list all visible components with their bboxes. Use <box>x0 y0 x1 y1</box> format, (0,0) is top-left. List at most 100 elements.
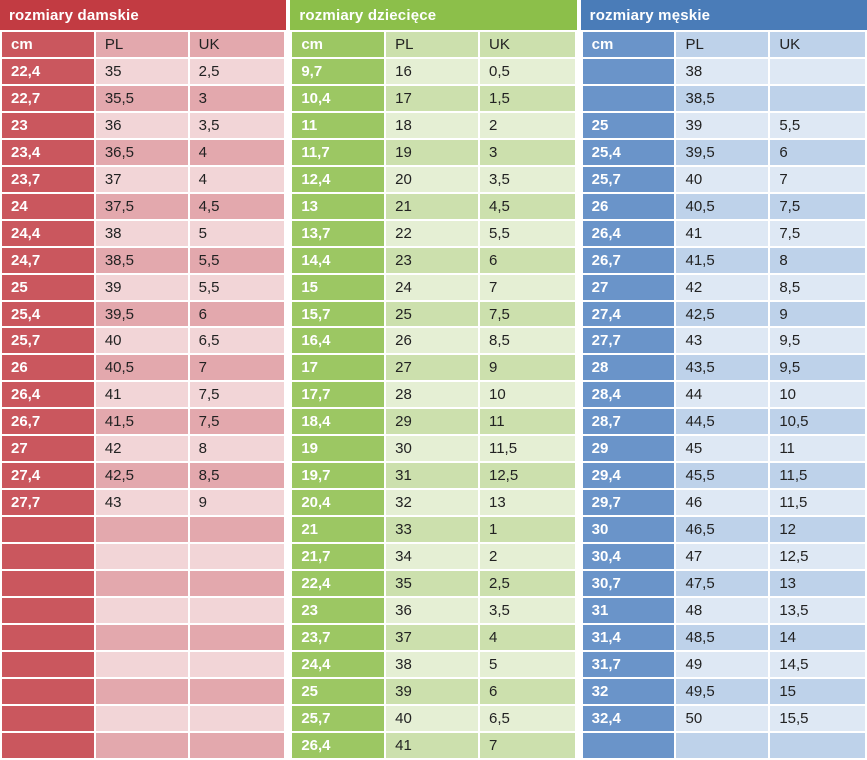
table-row: 26,4 41 7 <box>290 730 577 760</box>
uk-value: 14,5 <box>768 649 867 679</box>
table-row: 30 46,5 12 <box>580 515 867 545</box>
cm-value: 27,7 <box>0 488 96 518</box>
pl-value: 31 <box>384 461 480 491</box>
pl-value: 48 <box>674 596 771 625</box>
pl-value: 16 <box>384 56 480 86</box>
cm-value: 25,7 <box>290 703 387 733</box>
pl-value: 47,5 <box>674 569 771 599</box>
table-row: 25 39 6 <box>290 676 577 706</box>
table-row: 26 40,5 7,5 <box>580 191 867 221</box>
pl-value: 21 <box>384 191 480 221</box>
uk-value: 9 <box>768 299 867 329</box>
table-row: 26,4 41 7,5 <box>0 380 287 410</box>
cm-value <box>0 730 96 760</box>
cm-value: 11 <box>290 110 387 140</box>
table-row: 30,7 47,5 13 <box>580 569 867 599</box>
table-row: 17,7 28 10 <box>290 380 577 410</box>
cm-value: 24 <box>0 191 96 221</box>
size-table-meskie: cm PL UK 38 38,5 25 39 5,5 25,4 39,5 6 25,7 40 7 26 40,… <box>580 30 867 760</box>
cm-value: 25,7 <box>0 326 96 356</box>
table-row: 25,7 40 6,5 <box>0 326 287 356</box>
table-row <box>0 676 287 706</box>
pl-value: 39,5 <box>93 299 190 329</box>
cm-value: 25,4 <box>580 137 677 167</box>
uk-value <box>187 676 287 706</box>
table-row: 25,4 39,5 6 <box>580 137 867 167</box>
cm-value: 23,4 <box>0 137 96 167</box>
table-row: 28,7 44,5 10,5 <box>580 407 867 437</box>
uk-value: 3,5 <box>477 164 577 194</box>
uk-value: 9,5 <box>768 326 867 356</box>
uk-value: 13,5 <box>768 596 867 625</box>
table-row: 27,4 42,5 8,5 <box>0 461 287 491</box>
pl-value: 35 <box>93 56 190 86</box>
pl-value: 43 <box>674 326 771 356</box>
pl-value: 22 <box>384 218 480 248</box>
cm-value: 26,4 <box>580 218 677 248</box>
uk-value: 9,5 <box>768 353 867 383</box>
table-row: 20,4 32 13 <box>290 488 577 518</box>
pl-value: 41,5 <box>674 245 771 275</box>
uk-value: 5 <box>187 218 287 248</box>
pl-value: 40,5 <box>93 353 190 383</box>
uk-value: 9 <box>477 353 577 383</box>
pl-value: 43 <box>93 488 190 518</box>
pl-value: 39,5 <box>674 137 771 167</box>
table-row: 10,4 17 1,5 <box>290 83 577 113</box>
cm-value: 28,4 <box>580 380 677 410</box>
table-row: 11 18 2 <box>290 110 577 140</box>
pl-value: 40 <box>93 326 190 356</box>
column-header-cm: cm <box>0 30 96 59</box>
pl-value: 50 <box>674 703 771 733</box>
uk-value: 5 <box>477 649 577 679</box>
pl-value <box>93 542 190 572</box>
cm-value <box>0 622 96 652</box>
column-header-pl: PL <box>674 30 771 59</box>
pl-value <box>674 730 771 760</box>
uk-value: 7 <box>477 730 577 760</box>
uk-value: 7 <box>768 164 867 194</box>
cm-value: 29,4 <box>580 461 677 491</box>
table-row: 27,7 43 9 <box>0 488 287 518</box>
uk-value: 10,5 <box>768 407 867 437</box>
uk-value: 6 <box>187 299 287 329</box>
column-header-cm: cm <box>580 30 677 59</box>
uk-value: 6,5 <box>477 703 577 733</box>
pl-value: 33 <box>384 515 480 545</box>
cm-value <box>0 596 96 625</box>
cm-value: 27,4 <box>0 461 96 491</box>
pl-value: 47 <box>674 542 771 572</box>
pl-value: 25 <box>384 299 480 329</box>
table-row <box>0 730 287 760</box>
table-row: 25 39 5,5 <box>0 272 287 302</box>
cm-value <box>0 703 96 733</box>
uk-value: 1 <box>477 515 577 545</box>
pl-value: 29 <box>384 407 480 437</box>
table-row: 27,4 42,5 9 <box>580 299 867 329</box>
table-row <box>580 730 867 760</box>
table-row: 25,7 40 6,5 <box>290 703 577 733</box>
pl-value: 37 <box>93 164 190 194</box>
table-row: 26,7 41,5 7,5 <box>0 407 287 437</box>
table-row: 23 36 3,5 <box>290 596 577 625</box>
table-row: 15,7 25 7,5 <box>290 299 577 329</box>
uk-value: 7,5 <box>768 218 867 248</box>
cm-value <box>0 569 96 599</box>
uk-value: 2 <box>477 542 577 572</box>
pl-value: 38 <box>384 649 480 679</box>
cm-value: 11,7 <box>290 137 387 167</box>
pl-value: 39 <box>674 110 771 140</box>
uk-value: 3,5 <box>187 110 287 140</box>
cm-value: 22,7 <box>0 83 96 113</box>
pl-value <box>93 515 190 545</box>
uk-value: 6 <box>477 245 577 275</box>
table-row: 27 42 8 <box>0 434 287 464</box>
uk-value: 5,5 <box>187 245 287 275</box>
table-row <box>0 569 287 599</box>
uk-value <box>187 622 287 652</box>
uk-value: 4 <box>187 164 287 194</box>
cm-value: 32,4 <box>580 703 677 733</box>
cm-value: 32 <box>580 676 677 706</box>
table-row: 24,4 38 5 <box>290 649 577 679</box>
